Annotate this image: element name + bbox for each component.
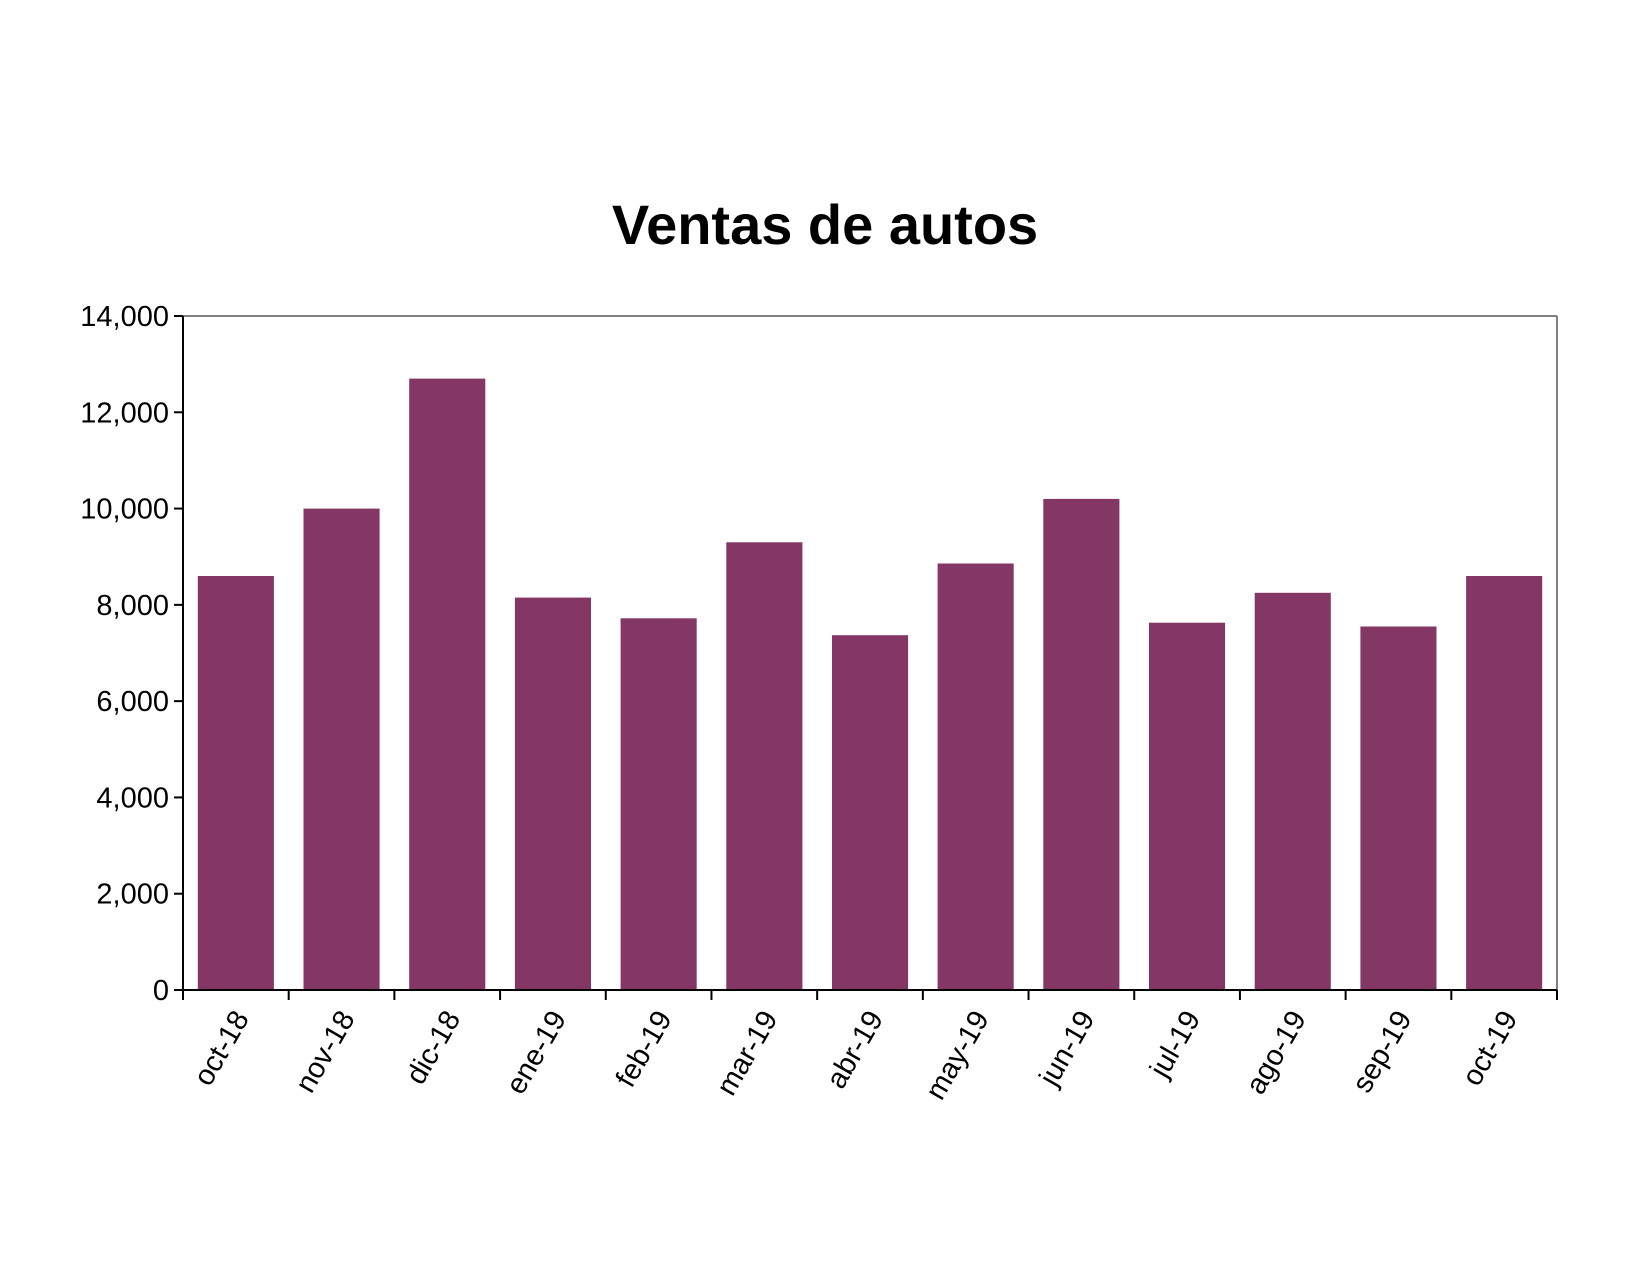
bar-nov-18 xyxy=(303,508,380,990)
bar-feb-19 xyxy=(620,618,697,990)
x-tick-label-abr-19: abr-19 xyxy=(820,1006,890,1095)
bar-jun-19 xyxy=(1043,498,1120,990)
y-tick-label: 0 xyxy=(153,975,169,1007)
bar-ago-19 xyxy=(1254,592,1331,990)
bar-mar-19 xyxy=(726,542,803,990)
x-tick-label-oct-19: oct-19 xyxy=(1456,1006,1524,1092)
x-tick-label-mar-19: mar-19 xyxy=(711,1006,785,1102)
y-tick-label: 12,000 xyxy=(80,397,169,429)
x-tick-label-jul-19: jul-19 xyxy=(1143,1006,1207,1084)
y-tick-label: 4,000 xyxy=(96,782,169,814)
bar-sep-19 xyxy=(1360,626,1437,990)
plot-frame xyxy=(182,315,1558,991)
x-tick-label-ene-19: ene-19 xyxy=(500,1006,573,1100)
x-tick-label-may-19: may-19 xyxy=(920,1006,996,1106)
y-tick-label: 10,000 xyxy=(80,494,169,526)
x-tick-label-sep-19: sep-19 xyxy=(1346,1006,1418,1099)
bar-oct-18 xyxy=(197,576,274,990)
y-tick-label: 2,000 xyxy=(96,879,169,911)
x-tick-label-dic-18: dic-18 xyxy=(400,1006,467,1090)
bar-may-19 xyxy=(937,563,1014,990)
bar-oct-19 xyxy=(1466,576,1543,990)
y-axis: 0 2,000 4,000 6,000 8,000 10,000 12,000 14,000 xyxy=(80,301,183,1007)
bar-dic-18 xyxy=(409,378,486,991)
x-tick-label-oct-18: oct-18 xyxy=(188,1006,256,1092)
x-tick-label-nov-18: nov-18 xyxy=(290,1006,362,1099)
y-tick-label: 14,000 xyxy=(80,301,169,333)
bar-ene-19 xyxy=(514,597,591,990)
x-tick-label-jun-19: jun-19 xyxy=(1033,1006,1102,1093)
bar-jul-19 xyxy=(1149,622,1226,990)
bars-group xyxy=(197,378,1543,991)
y-tick-label: 6,000 xyxy=(96,686,169,718)
x-tick-label-feb-19: feb-19 xyxy=(610,1006,679,1093)
bar-abr-19 xyxy=(832,635,909,990)
y-tick-label: 8,000 xyxy=(96,590,169,622)
x-axis: oct-18 nov-18 dic-18 ene-19 feb-19 mar-19 abr-… xyxy=(182,990,1558,1106)
chart-title: Ventas de autos xyxy=(611,193,1039,256)
x-tick-label-ago-19: ago-19 xyxy=(1240,1006,1313,1100)
